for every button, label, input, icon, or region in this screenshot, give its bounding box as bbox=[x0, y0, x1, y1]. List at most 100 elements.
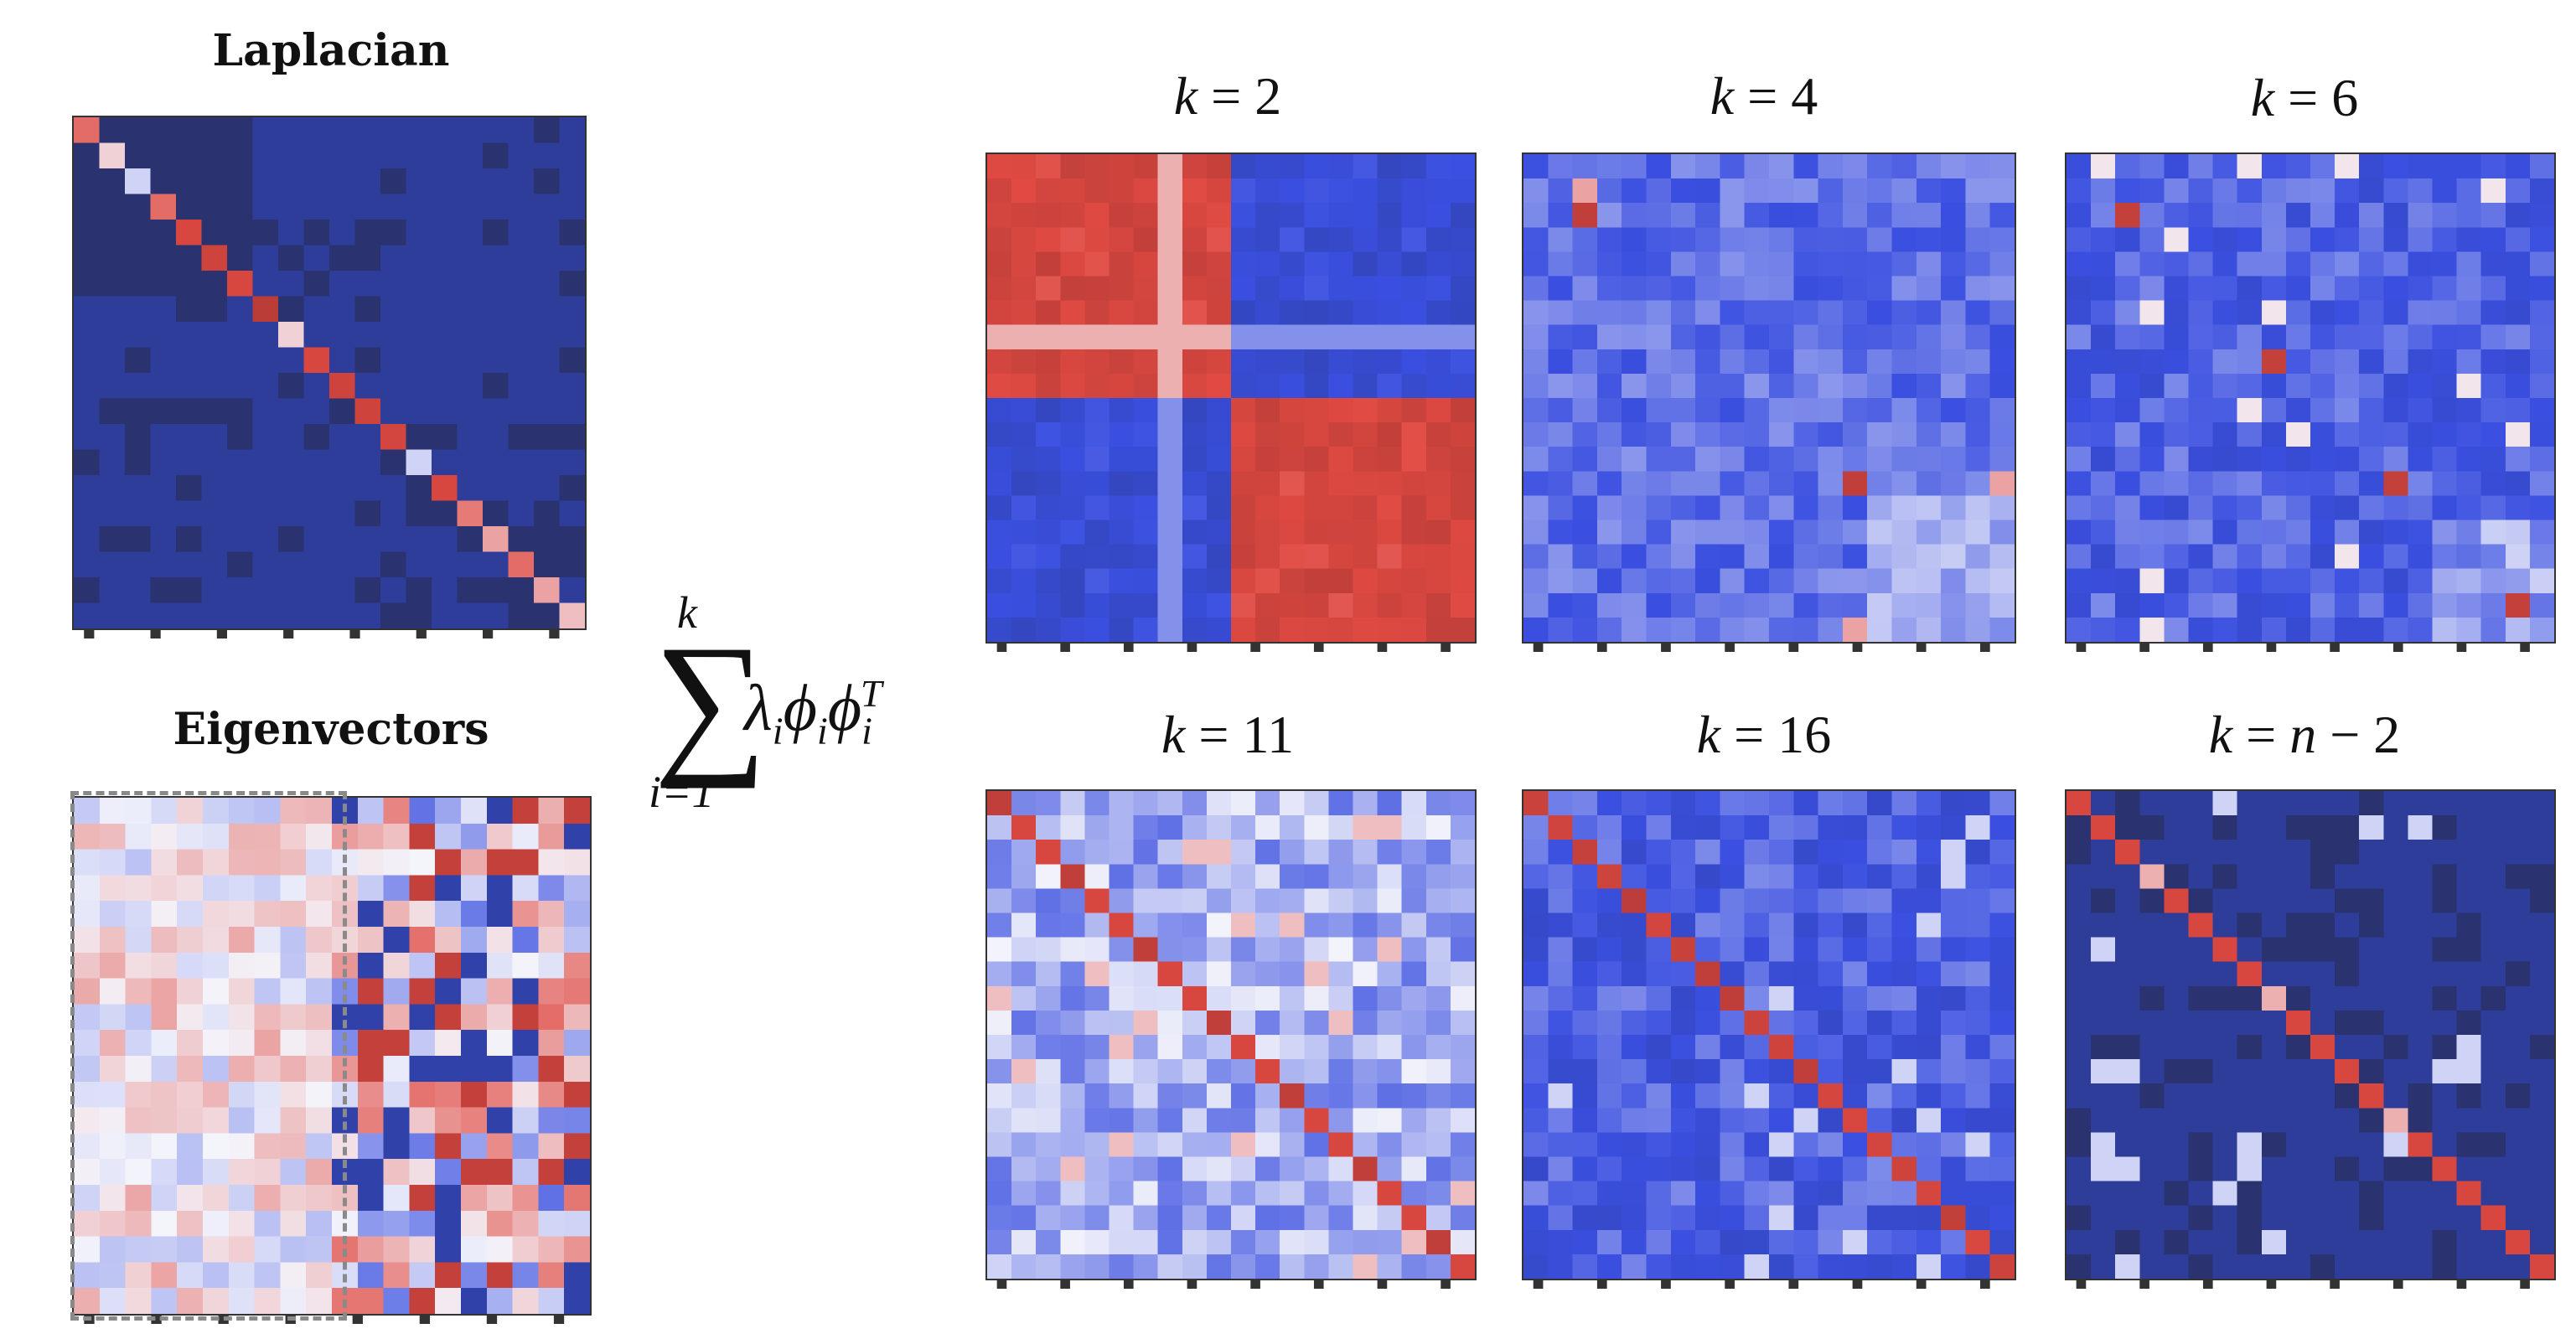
heatmap-k2-cell bbox=[1328, 154, 1354, 179]
heatmap-k4-cell bbox=[1916, 251, 1942, 277]
heatmap-k16-cell bbox=[1523, 1229, 1549, 1255]
heatmap-k16-cell bbox=[1548, 1108, 1574, 1133]
heatmap-k16-cell bbox=[1891, 1108, 1917, 1133]
laplacian-cell bbox=[74, 194, 101, 220]
eigenvectors-cell bbox=[254, 901, 282, 928]
heatmap-k6-cell bbox=[2188, 422, 2214, 447]
heatmap-k2-cell bbox=[1401, 544, 1427, 570]
heatmap-k16-cell bbox=[1720, 1108, 1746, 1133]
heatmap-k6-cell bbox=[2310, 203, 2335, 228]
heatmap-k-n-minus-2-cell bbox=[2432, 815, 2458, 840]
heatmap-k4-cell bbox=[1818, 251, 1844, 277]
heatmap-k-n-minus-2-cell bbox=[2529, 815, 2554, 840]
heatmap-k16-cell bbox=[1842, 791, 1868, 816]
laplacian-cell bbox=[74, 398, 101, 425]
heatmap-k6-cell bbox=[2188, 447, 2214, 472]
laplacian-cell bbox=[457, 551, 484, 578]
heatmap-k6-cell bbox=[2237, 324, 2263, 350]
eigenvectors-cell bbox=[99, 875, 127, 902]
laplacian-cell bbox=[227, 322, 254, 349]
heatmap-k-n-minus-2-cell bbox=[2359, 1132, 2384, 1158]
heatmap-k11-cell bbox=[1206, 791, 1232, 816]
eigenvectors-cell bbox=[486, 1236, 514, 1264]
heatmap-k6-cell bbox=[2310, 471, 2335, 496]
laplacian-cell bbox=[508, 245, 535, 271]
heatmap-k2-cell bbox=[1255, 568, 1280, 594]
heatmap-k16-cell bbox=[1670, 1108, 1696, 1133]
laplacian-cell bbox=[559, 117, 585, 144]
heatmap-k2-cell bbox=[1182, 300, 1208, 326]
heatmap-k4-cell bbox=[1989, 349, 2015, 375]
heatmap-k2-cell bbox=[1231, 398, 1256, 423]
heatmap-k6-cell bbox=[2188, 251, 2214, 277]
heatmap-k16-cell bbox=[1720, 985, 1746, 1011]
heatmap-k11-cell bbox=[1304, 1059, 1329, 1084]
heatmap-k6-cell bbox=[2408, 276, 2434, 302]
heatmap-k2-cell bbox=[1255, 178, 1280, 204]
heatmap-k16-cell bbox=[1720, 1156, 1746, 1182]
heatmap-k4-cell bbox=[1572, 544, 1598, 570]
heatmap-k4-cell bbox=[1769, 227, 1794, 252]
heatmap-k16-cell bbox=[1695, 1229, 1720, 1255]
heatmap-k4-cell bbox=[1670, 447, 1696, 472]
heatmap-k2-cell bbox=[1182, 276, 1208, 302]
heatmap-k-n-minus-2-cell bbox=[2456, 888, 2482, 914]
laplacian-cell bbox=[432, 220, 458, 246]
heatmap-k11-cell bbox=[1377, 1254, 1403, 1279]
heatmap-k4-cell bbox=[1523, 276, 1549, 302]
heatmap-k-n-minus-2-cell bbox=[2066, 840, 2092, 865]
heatmap-k16-cell bbox=[1818, 1254, 1844, 1279]
heatmap-k6-cell bbox=[2261, 373, 2287, 399]
heatmap-k16-cell bbox=[1793, 961, 1819, 987]
heatmap-k11-cell bbox=[1011, 1035, 1037, 1060]
heatmap-k4-cell bbox=[1818, 495, 1844, 521]
heatmap-k6-cell bbox=[2164, 544, 2190, 570]
laplacian-cell bbox=[176, 194, 203, 220]
eigenvectors-cell bbox=[99, 978, 127, 1006]
heatmap-k6-cell bbox=[2456, 592, 2482, 618]
heatmap-k16-cell bbox=[1548, 815, 1574, 840]
heatmap-k11-cell bbox=[1377, 1132, 1403, 1158]
heatmap-k2-cell bbox=[1084, 324, 1110, 350]
eigenvectors-cell bbox=[151, 1133, 178, 1160]
heatmap-k4-cell bbox=[1523, 544, 1549, 570]
heatmap-k16-cell bbox=[1744, 1254, 1770, 1279]
laplacian-cell bbox=[176, 271, 203, 297]
heatmap-k4-cell bbox=[1891, 471, 1917, 496]
heatmap-k2-cell bbox=[1011, 520, 1037, 545]
laplacian-cell bbox=[150, 398, 177, 425]
laplacian-cell bbox=[99, 526, 126, 553]
eigenvectors-cell bbox=[383, 1107, 411, 1135]
heatmap-k6-cell bbox=[2480, 471, 2506, 496]
heatmap-k6-cell bbox=[2480, 495, 2506, 521]
eigenvectors-cell bbox=[125, 1081, 153, 1109]
heatmap-k-n-minus-2-cell bbox=[2115, 937, 2140, 963]
heatmap-k11-cell bbox=[1011, 888, 1037, 914]
heatmap-k-n-minus-2-cell bbox=[2529, 840, 2554, 865]
eigenvectors-cell bbox=[74, 798, 101, 825]
eigenvectors-cell bbox=[538, 798, 565, 825]
heatmap-k11-cell bbox=[1353, 1083, 1379, 1109]
heatmap-k4-cell bbox=[1989, 227, 2015, 252]
heatmap-k2-cell bbox=[1157, 447, 1183, 472]
laplacian-cell bbox=[508, 168, 535, 195]
heatmap-k-n-minus-2-cell bbox=[2383, 985, 2408, 1011]
heatmap-k6-cell bbox=[2285, 373, 2311, 399]
heatmap-k-n-minus-2-cell bbox=[2139, 937, 2165, 963]
laplacian-cell bbox=[227, 168, 254, 195]
heatmap-k11-cell bbox=[1231, 1156, 1256, 1182]
eigenvectors-cell bbox=[409, 1004, 436, 1031]
heatmap-k2-cell bbox=[1182, 592, 1208, 618]
heatmap-k11-cell bbox=[1133, 937, 1159, 963]
laplacian-cell bbox=[99, 296, 126, 323]
heatmap-k11-cell bbox=[1011, 1132, 1037, 1158]
heatmap-k-n-minus-2-cell bbox=[2359, 1059, 2384, 1084]
heatmap-k16-cell bbox=[1548, 1083, 1574, 1109]
heatmap-k11-cell bbox=[1036, 791, 1061, 816]
heatmap-k2-cell bbox=[1157, 203, 1183, 228]
laplacian-cell bbox=[354, 168, 381, 195]
laplacian-cell bbox=[99, 424, 126, 451]
heatmap-k4-cell bbox=[1548, 324, 1574, 350]
heatmap-k4-cell bbox=[1720, 568, 1746, 594]
heatmap-k4-cell bbox=[1572, 154, 1598, 179]
